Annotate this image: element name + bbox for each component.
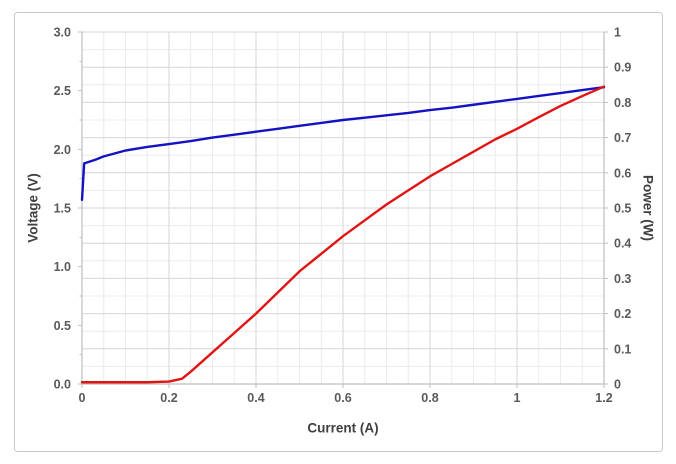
left-tick-label: 1.0: [54, 260, 71, 274]
chart-card-border: [14, 12, 663, 452]
left-tick-label: 2.5: [54, 84, 71, 98]
x-tick-label: 0.6: [334, 391, 351, 405]
right-axis-title: Power (W): [640, 175, 656, 241]
right-tick-label: 0.1: [614, 342, 631, 356]
x-tick-label: 0.4: [247, 391, 264, 405]
left-tick-label: 1.5: [54, 202, 71, 216]
right-tick-label: 0.5: [614, 202, 631, 216]
left-axis-tick-labels: 0.0 0.5 1.0 1.5 2.0 2.5 3.0: [54, 26, 71, 392]
x-tick-label: 0.8: [421, 391, 438, 405]
power-series-line: [80, 85, 606, 384]
right-tick-label: 0.8: [614, 96, 631, 110]
x-tick-label: 1.2: [595, 391, 612, 405]
x-tick-label: 0: [79, 391, 86, 405]
right-tick-label: 0: [614, 378, 621, 392]
left-tick-label: 2.0: [54, 143, 71, 157]
left-axis-title: Voltage (V): [25, 173, 41, 243]
right-tick-label: 0.9: [614, 61, 631, 75]
x-tick-label: 1: [514, 391, 521, 405]
left-tick-label: 3.0: [54, 26, 71, 40]
right-tick-label: 1: [614, 26, 621, 40]
x-tick-label: 0.2: [160, 391, 177, 405]
left-tick-label: 0.0: [54, 378, 71, 392]
right-tick-label: 0.3: [614, 272, 631, 286]
x-axis-tick-labels: 0 0.2 0.4 0.6 0.8 1 1.2: [79, 391, 613, 405]
right-tick-label: 0.6: [614, 166, 631, 180]
right-axis-tick-labels: 0 0.1 0.2 0.3 0.4 0.5 0.6 0.7 0.8 0.9 1: [614, 26, 631, 392]
right-tick-label: 0.7: [614, 131, 631, 145]
left-tick-label: 0.5: [54, 319, 71, 333]
right-tick-label: 0.4: [614, 237, 631, 251]
axis-tick-marks: [78, 31, 608, 388]
series-lines: [80, 85, 606, 384]
voltage-series-line: [80, 85, 606, 201]
right-tick-label: 0.2: [614, 307, 631, 321]
major-gridlines: [82, 31, 604, 384]
x-axis-title: Current (A): [307, 420, 379, 436]
